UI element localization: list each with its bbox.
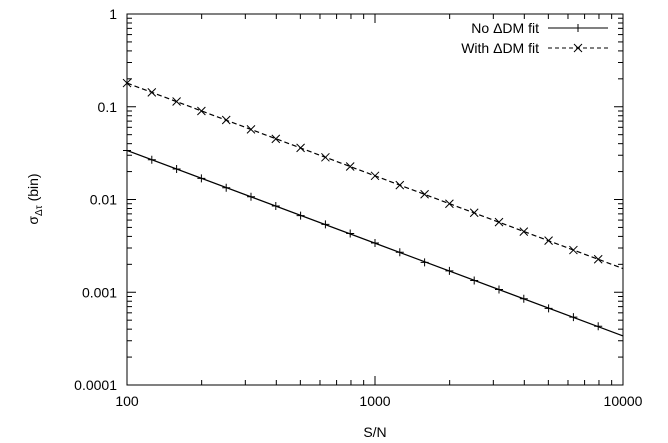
series-1-point	[221, 115, 231, 125]
y-axis-subscript: Δτ	[34, 205, 45, 216]
legend-marker-0	[574, 24, 582, 32]
axis-ticks: 100 1000 10000 0.0001 0.001 0.01 0.1 1	[74, 6, 643, 409]
series-0-point	[519, 294, 528, 303]
series-0-point	[495, 285, 504, 294]
series-1-point	[494, 217, 504, 227]
series-1-point	[122, 78, 132, 88]
y-tick-label: 0.0001	[74, 377, 117, 393]
series-0-point	[594, 322, 603, 331]
series-0-point	[346, 229, 355, 238]
series-lines	[126, 82, 624, 337]
series-0-point	[445, 266, 454, 275]
x-tick-label: 10000	[604, 393, 643, 409]
series-1-point	[519, 227, 529, 237]
series-0-point	[296, 211, 305, 220]
series-1-point	[296, 143, 305, 153]
series-0-point	[395, 248, 404, 257]
y-axis-title: σΔτ (bin)	[25, 173, 45, 224]
series-1-point	[321, 152, 330, 162]
series-1-point	[147, 87, 157, 97]
series-1-point	[271, 134, 281, 144]
series-0-point	[271, 202, 280, 211]
series-0-point	[246, 192, 255, 201]
series-0-point	[321, 220, 330, 229]
plot-frame	[126, 13, 624, 386]
y-tick-label: 0.1	[98, 99, 118, 115]
series-1-point	[593, 254, 603, 264]
series-0-point	[197, 174, 206, 183]
series-1-point	[246, 125, 256, 134]
x-axis-title: S/N	[363, 424, 386, 440]
series-1-point	[345, 162, 355, 171]
series-1-point	[569, 245, 578, 255]
series-1-point	[395, 180, 405, 190]
series-0-point	[470, 276, 479, 285]
series-1-point	[469, 208, 479, 218]
series-0-point	[147, 155, 156, 164]
legend-label-0: No ΔDM fit	[471, 20, 539, 36]
series-1-point	[197, 106, 206, 116]
legend: No ΔDM fit With ΔDM fit	[461, 20, 608, 56]
y-tick-label: 0.001	[82, 284, 117, 300]
legend-marker-1	[573, 43, 583, 53]
series-1-point	[420, 189, 429, 199]
legend-label-1: With ΔDM fit	[461, 40, 539, 56]
series-0-point	[123, 146, 131, 155]
y-tick-label: 0.01	[90, 192, 117, 208]
x-tick-label: 1000	[359, 393, 390, 409]
y-tick-label: 1	[109, 6, 117, 22]
series-0-point	[420, 258, 429, 267]
series-0-point	[172, 165, 181, 174]
x-tick-label: 100	[115, 393, 139, 409]
series-1-point	[370, 171, 380, 181]
series-1-point	[172, 97, 181, 106]
series-0-point	[371, 238, 379, 247]
y-axis-symbol: σ	[25, 216, 41, 225]
series-0-point	[222, 183, 231, 192]
series-markers	[122, 78, 603, 331]
series-0-point	[569, 313, 578, 322]
series-1-point	[544, 236, 553, 246]
series-1-point	[445, 199, 454, 209]
series-0-point	[544, 304, 553, 313]
y-axis-unit: (bin)	[25, 173, 41, 205]
